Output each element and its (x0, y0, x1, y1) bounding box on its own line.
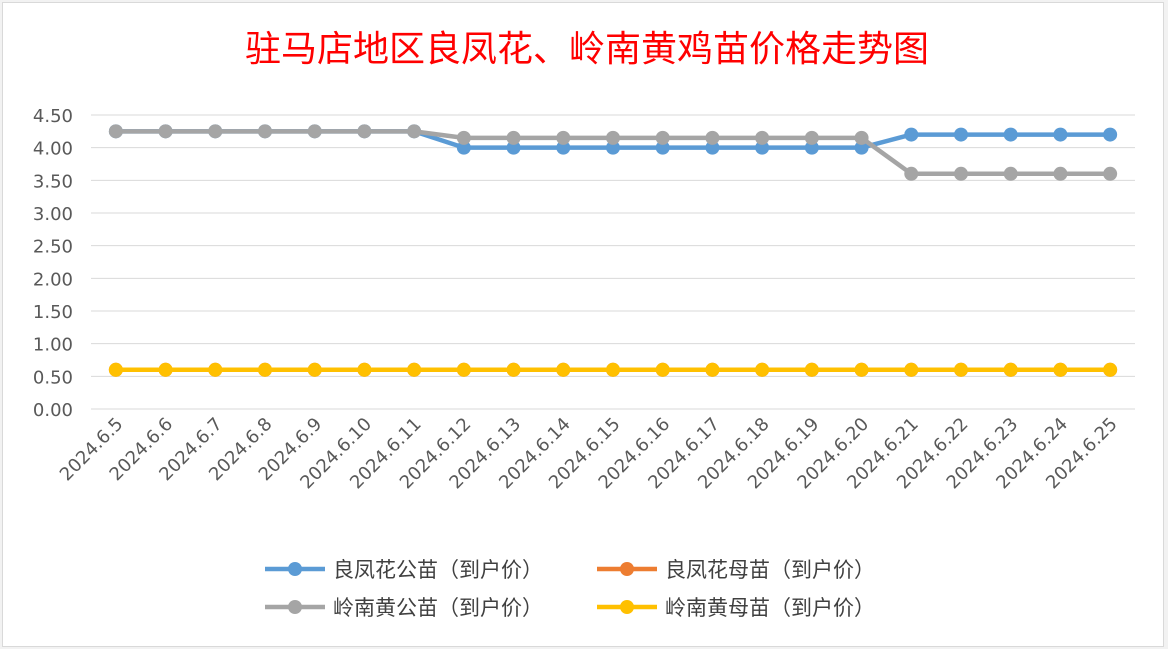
data-point (904, 166, 919, 181)
data-point (506, 130, 521, 145)
data-point (506, 362, 521, 377)
data-point (307, 124, 322, 139)
data-point (556, 140, 571, 155)
data-point (655, 362, 670, 377)
legend-entry: 岭南黄公苗（到户价） (265, 596, 543, 620)
y-tick-label: 4.50 (33, 106, 73, 127)
data-point (407, 124, 422, 139)
legend-entry: 良凤花母苗（到户价） (597, 558, 875, 582)
y-tick-label: 4.00 (33, 139, 73, 160)
data-point (705, 140, 720, 155)
data-point (1103, 166, 1118, 181)
data-point (1053, 127, 1068, 142)
data-point (755, 130, 770, 145)
y-tick-label: 2.00 (33, 269, 73, 290)
legend-entry: 岭南黄母苗（到户价） (597, 596, 875, 620)
data-point (506, 140, 521, 155)
data-point (258, 362, 272, 377)
series-4 (108, 362, 1118, 377)
data-point (606, 362, 620, 377)
data-point (357, 124, 372, 139)
data-point (1103, 362, 1118, 377)
legend-entry: 良凤花公苗（到户价） (265, 558, 543, 582)
data-point (854, 140, 869, 155)
y-tick-label: 0.00 (33, 400, 73, 421)
data-point (606, 130, 620, 145)
data-point (854, 362, 869, 377)
data-point (1003, 362, 1018, 377)
y-tick-label: 1.00 (33, 335, 73, 356)
legend-swatch-marker (288, 562, 302, 576)
legend-swatch-marker (620, 600, 634, 614)
data-point (258, 124, 272, 139)
series-3 (108, 124, 1118, 181)
data-point (456, 140, 471, 155)
data-point (655, 140, 670, 155)
data-point (904, 127, 919, 142)
data-point (1003, 127, 1018, 142)
data-point (108, 124, 123, 139)
data-point (755, 140, 770, 155)
data-point (556, 130, 571, 145)
data-point (1003, 166, 1018, 181)
data-point (208, 362, 223, 377)
data-point (954, 127, 968, 142)
data-point (1103, 127, 1118, 142)
data-point (158, 362, 173, 377)
data-point (705, 362, 720, 377)
x-axis-ticks: 2024.6.52024.6.62024.6.72024.6.82024.6.9… (56, 414, 1122, 494)
legend: 良凤花公苗（到户价） 良凤花母苗（到户价） 岭南黄公苗（到户价） 岭南黄母苗（到户价） (265, 558, 875, 620)
data-point (407, 362, 422, 377)
data-point (307, 362, 322, 377)
legend-label: 岭南黄母苗（到户价） (665, 596, 875, 620)
price-trend-line-chart: 驻马店地区良凤花、岭南黄鸡苗价格走势图 0.00 0.50 1.00 1.50 2.00… (33, 29, 1135, 620)
data-point (357, 362, 372, 377)
data-point (655, 130, 670, 145)
data-point (606, 140, 620, 155)
data-point (208, 124, 223, 139)
data-point (804, 140, 819, 155)
data-point (954, 362, 968, 377)
y-tick-label: 3.00 (33, 204, 73, 225)
chart-title: 驻马店地区良凤花、岭南黄鸡苗价格走势图 (245, 29, 929, 70)
data-point (1053, 362, 1068, 377)
legend-swatch-marker (288, 600, 302, 614)
data-point (804, 362, 819, 377)
y-tick-label: 1.50 (33, 302, 73, 323)
series-lines (108, 124, 1118, 377)
y-tick-label: 2.50 (33, 237, 73, 258)
legend-label: 良凤花母苗（到户价） (665, 558, 875, 582)
data-point (1053, 166, 1068, 181)
y-tick-label: 0.50 (33, 367, 73, 388)
data-point (705, 130, 720, 145)
data-point (804, 130, 819, 145)
data-point (904, 362, 919, 377)
data-point (755, 362, 770, 377)
data-point (158, 124, 173, 139)
data-point (108, 362, 123, 377)
legend-swatch-marker (620, 562, 634, 576)
data-point (556, 362, 571, 377)
data-point (854, 130, 869, 145)
data-point (456, 130, 471, 145)
legend-label: 良凤花公苗（到户价） (333, 558, 543, 582)
data-point (456, 362, 471, 377)
legend-label: 岭南黄公苗（到户价） (333, 596, 543, 620)
y-axis-ticks: 0.00 0.50 1.00 1.50 2.00 2.50 3.00 3.50 4.00 4.50 (33, 106, 73, 421)
data-point (954, 166, 968, 181)
y-tick-label: 3.50 (33, 171, 73, 192)
